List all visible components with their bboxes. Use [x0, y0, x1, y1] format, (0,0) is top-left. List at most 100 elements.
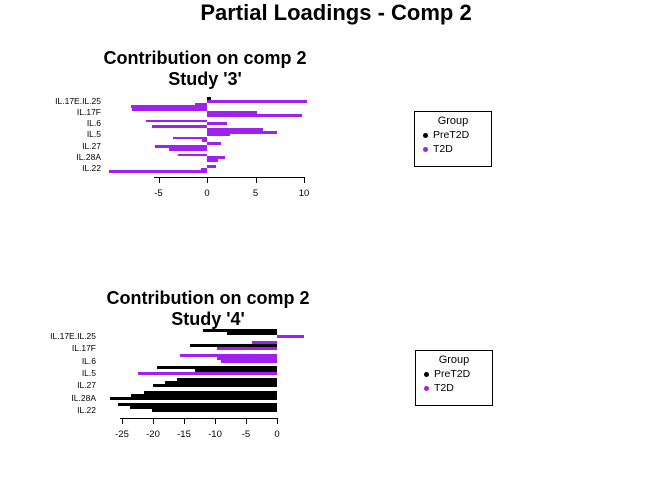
- bar-IL.27-T2D: [154, 145, 207, 148]
- y-axis-category-label: IL.27: [77, 380, 96, 391]
- x-axis-line: [153, 177, 305, 178]
- bar-IL.28A-PreT2D: [110, 396, 277, 400]
- bar-IL.27-T2D: [207, 142, 221, 145]
- bar-IL.17E.IL.25-PreT2D: [226, 332, 277, 335]
- bar-IL.17F-T2D: [207, 111, 258, 114]
- y-axis-category-label: IL.27: [82, 140, 101, 151]
- bar-IL.28A-T2D: [177, 153, 207, 157]
- bar-IL.5-PreT2D: [195, 368, 277, 372]
- legend-label-pret2d: PreT2D: [434, 368, 471, 380]
- x-axis-tick: [246, 418, 247, 424]
- bar-IL.28A-T2D: [207, 159, 218, 162]
- legend-group-study-4: Group PreT2D T2D: [415, 350, 493, 406]
- chart2-title-line1: Contribution on comp 2: [106, 288, 310, 308]
- x-axis-tick: [207, 177, 208, 183]
- x-axis-tick-label: 5: [252, 188, 259, 199]
- y-axis-category-label: IL.5: [81, 367, 96, 378]
- bar-IL.17E.IL.25-PreT2D: [207, 97, 211, 100]
- bar-IL.5-PreT2D: [156, 365, 277, 369]
- y-axis-category-label: IL.28A: [76, 152, 101, 162]
- x-axis-tick: [184, 418, 185, 424]
- y-axis-category-label: IL.17E.IL.25: [50, 331, 96, 341]
- x-axis-tick: [304, 177, 305, 183]
- x-axis-tick: [158, 177, 160, 183]
- y-axis-category-label: IL.6: [86, 118, 101, 129]
- bar-IL.17F-T2D: [132, 108, 207, 112]
- bar-IL.17F-T2D: [207, 113, 303, 117]
- x-axis-tick-label: 10: [298, 188, 310, 199]
- y-axis-category-label: IL.17F: [71, 343, 96, 354]
- y-axis-category-label: IL.22: [82, 163, 101, 174]
- t2d-dot-icon: [424, 386, 429, 391]
- legend-title: Group: [437, 115, 469, 127]
- y-axis-category-label: IL.6: [81, 355, 96, 366]
- chart1-title-line2: Study '3': [168, 69, 242, 89]
- chart2-title-line2: Study '4': [171, 309, 245, 329]
- legend-item-pret2d: PreT2D: [416, 366, 492, 380]
- legend-label-t2d: T2D: [433, 143, 453, 155]
- x-axis-tick-label: -15: [177, 429, 191, 440]
- bar-IL.22-T2D: [109, 170, 207, 174]
- x-axis-line: [120, 418, 278, 419]
- bar-IL.6-T2D: [180, 353, 277, 357]
- x-axis-tick-label: -10: [208, 429, 222, 440]
- y-axis-category-label: IL.22: [77, 404, 96, 415]
- bar-IL.6-T2D: [145, 119, 207, 123]
- x-axis-tick: [153, 418, 154, 424]
- bar-IL.6-T2D: [151, 125, 207, 128]
- bar-IL.17E.IL.25-T2D: [195, 102, 207, 106]
- x-axis-tick-label: 0: [204, 188, 210, 199]
- bar-IL.27-T2D: [169, 147, 207, 151]
- bar-IL.17F-T2D: [216, 347, 277, 351]
- chart1-title-line1: Contribution on comp 2: [103, 48, 307, 68]
- bar-IL.22-T2D: [207, 164, 216, 168]
- x-axis-tick: [255, 177, 257, 183]
- pret2d-dot-icon: [423, 133, 428, 138]
- bar-IL.22-PreT2D: [151, 408, 277, 412]
- bar-IL.5-T2D: [138, 371, 277, 375]
- t2d-dot-icon: [423, 147, 428, 152]
- legend-label-t2d: T2D: [434, 382, 454, 394]
- bar-IL.27-PreT2D: [164, 381, 277, 385]
- bar-IL.28A-PreT2D: [143, 390, 277, 394]
- bar-IL.17E.IL.25-T2D: [277, 335, 304, 338]
- legend-group-study-3: Group PreT2D T2D: [414, 111, 492, 167]
- bar-IL.17E.IL.25-PreT2D: [203, 329, 277, 332]
- x-axis-tick-label: 0: [274, 429, 280, 440]
- y-axis-category-label: IL.5: [86, 129, 101, 140]
- bar-IL.6-T2D: [221, 359, 277, 363]
- pret2d-dot-icon: [424, 372, 429, 377]
- bar-IL.6-T2D: [207, 122, 228, 126]
- y-axis-category-label: IL.17F: [76, 106, 101, 117]
- bar-IL.22-T2D: [201, 167, 207, 171]
- bar-IL.22-PreT2D: [118, 402, 277, 406]
- legend-item-pret2d: PreT2D: [415, 127, 491, 141]
- bar-IL.5-T2D: [202, 139, 207, 143]
- main-title: Partial Loadings - Comp 2: [200, 0, 472, 25]
- x-axis-tick-label: -5: [241, 429, 251, 440]
- x-axis-tick: [215, 418, 216, 424]
- bar-IL.5-T2D: [207, 130, 277, 134]
- bar-IL.17F-T2D: [252, 341, 277, 345]
- bar-IL.6-T2D: [216, 356, 277, 360]
- bar-IL.22-PreT2D: [130, 405, 277, 409]
- bar-IL.5-T2D: [207, 133, 231, 137]
- bar-IL.27-PreT2D: [177, 378, 277, 382]
- bar-IL.17E.IL.25-T2D: [207, 99, 307, 103]
- bar-IL.27-PreT2D: [153, 384, 277, 388]
- bar-IL.28A-T2D: [207, 156, 226, 160]
- x-axis-tick-label: -25: [115, 429, 129, 440]
- bar-IL.28A-PreT2D: [131, 393, 277, 397]
- x-axis-tick: [122, 418, 123, 424]
- legend-item-t2d: T2D: [416, 380, 492, 394]
- x-axis-tick: [277, 418, 278, 424]
- legend-title: Group: [438, 354, 470, 366]
- legend-item-t2d: T2D: [415, 141, 491, 155]
- bar-IL.17E.IL.25-T2D: [131, 105, 207, 109]
- x-axis-tick-label: -20: [146, 429, 160, 440]
- legend-label-pret2d: PreT2D: [433, 129, 470, 141]
- y-axis-category-label: IL.28A: [71, 392, 96, 403]
- bar-IL.6-T2D: [207, 128, 264, 131]
- bar-IL.5-T2D: [173, 136, 207, 140]
